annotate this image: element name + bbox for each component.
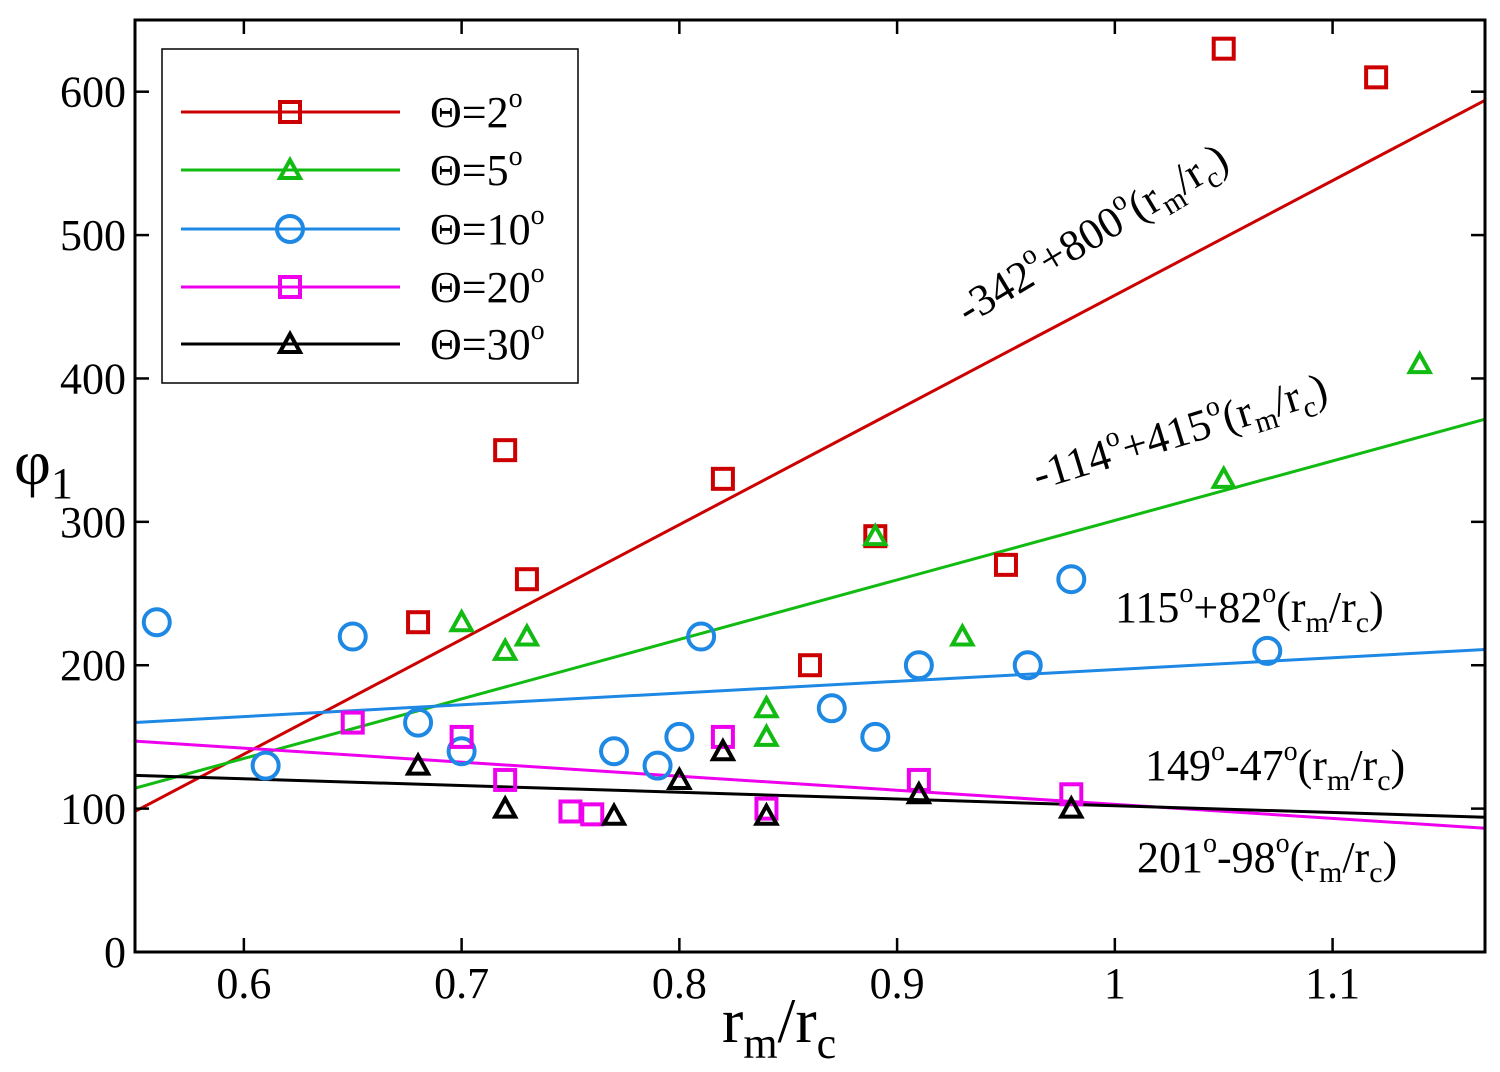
- legend-box: [161, 48, 579, 384]
- data-point: [250, 750, 281, 781]
- data-markers: [141, 36, 1434, 827]
- data-point: [448, 608, 476, 633]
- data-point: [664, 721, 695, 752]
- data-point: [753, 694, 780, 719]
- y-tick-label: 300: [60, 498, 126, 547]
- y-axis-label: φ1: [14, 427, 73, 508]
- data-point: [513, 622, 541, 647]
- data-point: [1364, 65, 1389, 90]
- legend-marker: [278, 275, 302, 299]
- data-point: [665, 765, 693, 790]
- data-point: [491, 794, 519, 819]
- y-tick-label: 0: [104, 928, 126, 977]
- data-point: [1210, 464, 1238, 489]
- data-point: [753, 801, 780, 826]
- legend-marker: [276, 155, 304, 180]
- annotation-fit-theta5: -114o+415o(rm/rc): [1025, 359, 1335, 507]
- data-point: [493, 767, 518, 792]
- x-tick-label: 0.9: [870, 959, 925, 1008]
- x-axis-label-sub1: m: [743, 1019, 777, 1068]
- data-point: [1059, 782, 1084, 807]
- x-axis-label-slash: /r: [778, 985, 817, 1056]
- fit-line: [135, 773, 1485, 819]
- data-point: [642, 750, 673, 781]
- data-point: [1012, 650, 1043, 681]
- data-point: [141, 607, 172, 638]
- data-point: [403, 707, 434, 738]
- legend-marker: [278, 100, 302, 124]
- data-point: [905, 780, 933, 805]
- fit-line: [135, 98, 1485, 813]
- y-axis-label-sub: 1: [51, 459, 73, 508]
- data-point: [753, 722, 780, 747]
- y-tick-label: 100: [60, 785, 126, 834]
- y-tick-label: 500: [60, 211, 126, 260]
- data-point: [406, 610, 431, 635]
- annotation-fit-theta30: 149o-47o(rm/rc): [1145, 736, 1405, 797]
- data-point: [686, 621, 717, 652]
- x-axis-label-r1: r: [722, 985, 743, 1056]
- data-point: [580, 802, 605, 827]
- legend-label: Θ=5o: [430, 141, 523, 195]
- legend-marker: [275, 214, 305, 244]
- data-point: [754, 796, 779, 821]
- data-point: [599, 736, 630, 767]
- legend-label: Θ=2o: [430, 83, 523, 137]
- x-tick-label: 1: [1104, 959, 1126, 1008]
- annotation-fit-theta10: 115o+82o(rm/rc): [1115, 578, 1384, 639]
- y-axis-label-main: φ: [14, 427, 51, 498]
- x-axis-label-sub2: c: [817, 1019, 837, 1068]
- fit-line: [135, 648, 1485, 724]
- data-point: [1252, 635, 1283, 666]
- data-point: [861, 522, 889, 547]
- data-point: [709, 737, 737, 762]
- data-point: [1056, 564, 1087, 595]
- data-point: [491, 636, 519, 661]
- data-point: [798, 653, 822, 678]
- data-point: [710, 724, 735, 749]
- data-point: [340, 710, 365, 735]
- data-point: [1406, 350, 1434, 375]
- data-point: [906, 767, 931, 792]
- x-axis-label: rm/rc: [722, 985, 836, 1068]
- y-tick-label: 400: [60, 354, 126, 403]
- data-point: [493, 438, 518, 463]
- data-point: [860, 721, 891, 752]
- data-point: [449, 724, 474, 749]
- data-point: [710, 466, 735, 491]
- plot-frame: [133, 18, 1487, 954]
- y-tick-label: 200: [60, 641, 126, 690]
- data-point: [337, 621, 368, 652]
- data-point: [903, 650, 934, 681]
- legend-label: Θ=20o: [430, 258, 545, 312]
- fit-line: [135, 417, 1485, 790]
- legend-marker: [276, 329, 304, 354]
- data-point: [816, 693, 847, 724]
- x-tick-label: 0.8: [652, 959, 707, 1008]
- x-tick-label: 0.7: [434, 959, 489, 1008]
- data-point: [446, 736, 477, 767]
- data-point: [993, 552, 1018, 577]
- x-tick-label: 1.1: [1305, 959, 1360, 1008]
- data-point: [558, 799, 583, 824]
- x-tick-label: 0.6: [216, 959, 271, 1008]
- legend-label: Θ=10o: [430, 200, 545, 254]
- data-point: [514, 567, 539, 592]
- data-point: [1057, 794, 1085, 819]
- data-point: [1211, 36, 1236, 61]
- data-point: [600, 801, 628, 826]
- annotation-fit-theta20: 201o-98o(rm/rc): [1137, 828, 1397, 889]
- data-point: [404, 751, 432, 776]
- legend-label: Θ=30o: [430, 315, 545, 369]
- data-point: [949, 622, 976, 647]
- fit-lines: [135, 98, 1485, 830]
- y-tick-label: 600: [60, 68, 126, 117]
- axis-ticks: 0.6 0.7 0.8 0.9 1 1.1 0 100 200 300 400 500 600: [60, 20, 1485, 1008]
- fit-line: [135, 739, 1485, 830]
